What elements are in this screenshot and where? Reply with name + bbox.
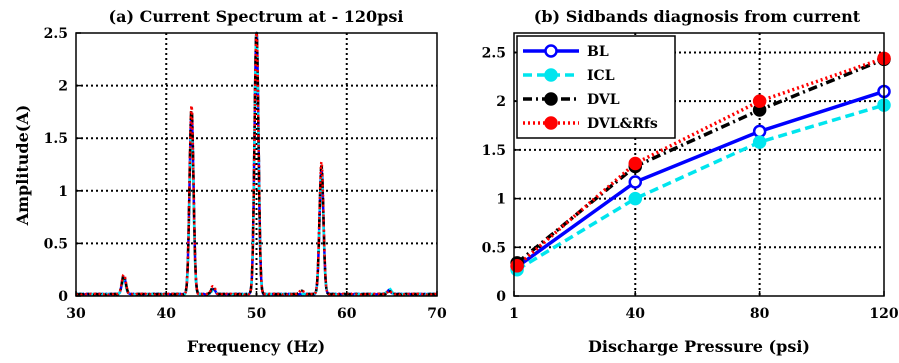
sideband-x-tick-label: 120 [869, 306, 898, 322]
spectrum-y-tick-label: 2 [58, 79, 68, 95]
spectrum-x-tick-label: 30 [66, 306, 86, 322]
sideband-y-tick-label: 0.5 [482, 240, 506, 256]
spectrum-x-tick-label: 40 [157, 306, 177, 322]
spectrum-y-axis-label: Amplitude(A) [13, 105, 32, 227]
spectrum-x-tick-label: 70 [427, 306, 447, 322]
legend-marker-icl [544, 68, 558, 82]
sideband-x-tick-label: 40 [626, 306, 646, 322]
sideband-point-icl [752, 135, 767, 149]
spectrum-y-tick-label: 0.5 [44, 236, 68, 252]
sideband-chart: (b) Sidbands diagnosis from current 1 40 8… [482, 7, 899, 356]
legend-label-icl: ICL [587, 68, 615, 84]
sideband-point-dvl-rfs [752, 94, 767, 108]
spectrum-series-line [74, 31, 439, 296]
spectrum-y-tick-label: 2.5 [44, 26, 68, 42]
sideband-line-bl [516, 89, 885, 269]
sideband-x-axis-label: Discharge Pressure (psi) [588, 337, 810, 356]
legend-marker-bl [544, 44, 558, 58]
sideband-line-dvl [515, 57, 885, 265]
sideband-ticks: 1 40 80 120 0 0.5 1 1.5 2 2.5 [482, 45, 899, 322]
sideband-line-icl [516, 103, 885, 272]
legend-box [516, 35, 676, 139]
spectrum-y-tick-label: 0 [58, 289, 68, 305]
legend-label-bl: BL [587, 44, 609, 60]
sideband-point-icl [628, 191, 643, 206]
sideband-y-tick-label: 1 [496, 192, 506, 208]
spectrum-x-axis-label: Frequency (Hz) [187, 337, 325, 356]
legend-label-dvl-rfs: DVL&Rfs [587, 116, 658, 132]
sideband-plot-frame [513, 32, 885, 297]
sideband-point-dvl-rfs [628, 156, 643, 171]
spectrum-grid [76, 33, 437, 296]
sideband-x-tick-label: 1 [509, 306, 519, 322]
sideband-point-bl [752, 124, 767, 139]
spectrum-chart-title: (a) Current Spectrum at - 120psi [109, 7, 404, 26]
spectrum-ticks: 30 40 50 60 70 0 0.5 1 1.5 2 2.5 [44, 26, 447, 322]
sideband-y-tick-label: 2.5 [482, 45, 506, 61]
sideband-chart-title: (b) Sidbands diagnosis from current [534, 7, 861, 26]
legend-marker-dvl [544, 92, 558, 106]
sideband-line-dvl-rfs [515, 56, 885, 268]
spectrum-x-tick-label: 60 [337, 306, 357, 322]
sideband-point-bl [628, 175, 643, 189]
sideband-x-tick-label: 80 [750, 306, 770, 322]
spectrum-x-tick-label: 50 [247, 306, 267, 322]
sideband-legend: BL ICL DVL DVL&Rfs [516, 35, 676, 139]
spectrum-y-tick-label: 1 [58, 184, 68, 200]
legend-marker-dvl-rfs [544, 116, 558, 130]
sideband-y-tick-label: 2 [496, 94, 506, 110]
spectrum-chart: (a) Current Spectrum at - 120psi 30 40 50 6… [13, 7, 447, 356]
spectrum-y-tick-label: 1.5 [44, 131, 68, 147]
sideband-y-tick-label: 0 [496, 289, 506, 305]
legend-label-dvl: DVL [587, 92, 620, 108]
sideband-y-tick-label: 1.5 [482, 143, 506, 159]
